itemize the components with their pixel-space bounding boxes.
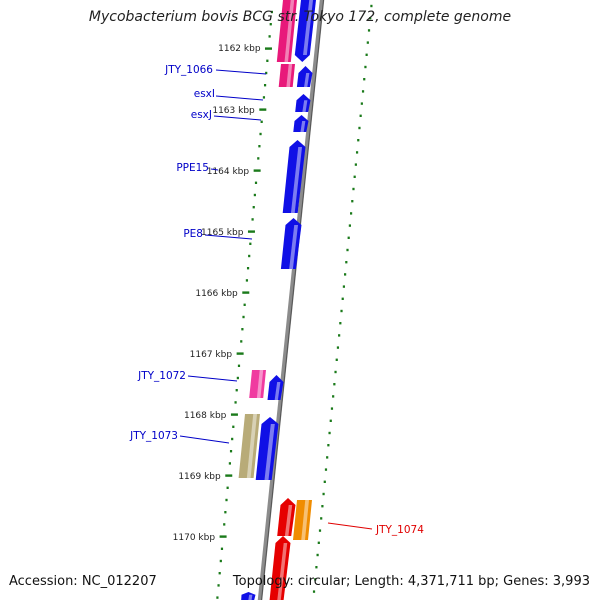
kbp-tick-label: 1167 kbp <box>190 350 233 360</box>
gene-feature-highlight <box>274 382 281 400</box>
gene-label: esxJ <box>191 109 212 121</box>
gene-feature-highlight <box>286 64 293 87</box>
kbp-tick-label: 1168 kbp <box>184 411 227 421</box>
kbp-tick-label: 1162 kbp <box>218 44 261 54</box>
gene-feature-highlight <box>248 594 253 600</box>
gene-feature-highlight <box>256 370 264 398</box>
backbone-line <box>257 0 325 604</box>
gene-feature <box>293 500 312 540</box>
gene-feature-highlight <box>277 543 288 600</box>
gene-label: JTY_1066 <box>164 64 213 76</box>
gene-feature-highlight <box>304 73 310 87</box>
gene-feature-highlight <box>264 424 275 480</box>
gene-feature <box>238 414 260 478</box>
gene-label-leader <box>179 435 230 444</box>
gene-feature-highlight <box>302 100 308 112</box>
map-title: Mycobacterium bovis BCG str. Tokyo 172, … <box>88 9 512 25</box>
kbp-tick-label: 1166 kbp <box>195 289 238 299</box>
gene-feature-highlight <box>289 225 298 269</box>
gene-label-leader <box>187 375 238 382</box>
gene-label: JTY_1073 <box>129 430 178 442</box>
tick-marks <box>216 4 373 599</box>
gene-label: PE8 <box>183 228 203 240</box>
gene-label-leader <box>215 69 267 75</box>
kbp-tick-label: 1170 kbp <box>173 533 216 543</box>
accession-text: Accession: NC_012207 <box>9 574 157 589</box>
kbp-tick-label: 1164 kbp <box>207 167 250 177</box>
gene-feature <box>249 370 266 398</box>
gene-feature <box>295 94 311 112</box>
gene-feature-highlight <box>284 0 295 62</box>
gene-feature <box>267 375 284 400</box>
gene-feature-body <box>295 94 311 112</box>
kbp-tick-label: 1163 kbp <box>212 106 255 116</box>
gene-label: JTY_1074 <box>375 524 424 536</box>
gene-feature-body <box>293 115 309 132</box>
gene-feature <box>276 0 297 62</box>
gene-feature-body <box>267 375 284 400</box>
gene-label-leader <box>204 234 253 240</box>
gene-feature <box>294 0 316 62</box>
gene-feature-body <box>241 592 256 600</box>
gene-feature <box>280 218 302 269</box>
gene-feature-highlight <box>303 0 313 55</box>
gene-feature-highlight <box>300 120 306 132</box>
gene-feature-highlight <box>290 147 302 213</box>
gene-label: JTY_1072 <box>137 370 186 382</box>
gene-label: esxI <box>194 88 215 100</box>
gene-label-leader <box>327 522 373 530</box>
gene-label-leader <box>210 168 219 171</box>
gene-features <box>238 0 316 600</box>
gene-feature-highlight <box>301 500 309 540</box>
genome-summary-text: Topology: circular; Length: 4,371,711 bp… <box>232 574 590 589</box>
gene-feature-highlight <box>246 414 257 478</box>
gene-label: PPE15 <box>176 162 209 174</box>
gene-feature <box>255 417 279 480</box>
gene-feature <box>241 592 256 600</box>
gene-feature <box>293 115 309 132</box>
gene-feature-body <box>296 66 313 87</box>
gene-feature-highlight <box>284 505 293 536</box>
gene-feature <box>282 140 306 213</box>
gene-feature <box>269 536 291 600</box>
kbp-tick-label: 1169 kbp <box>178 472 221 482</box>
gene-label-leader <box>213 115 262 121</box>
gene-label-leader <box>215 95 264 101</box>
backbone <box>257 0 325 604</box>
kbp-tick-label: 1165 kbp <box>201 228 244 238</box>
gene-feature <box>278 64 295 87</box>
backbone-shadow <box>260 0 325 604</box>
gene-feature <box>296 66 313 87</box>
gene-feature <box>277 498 296 536</box>
labels: 1162 kbp 1163 kbp 1164 kbp 1165 kbp 1166 kbp… <box>129 44 424 543</box>
